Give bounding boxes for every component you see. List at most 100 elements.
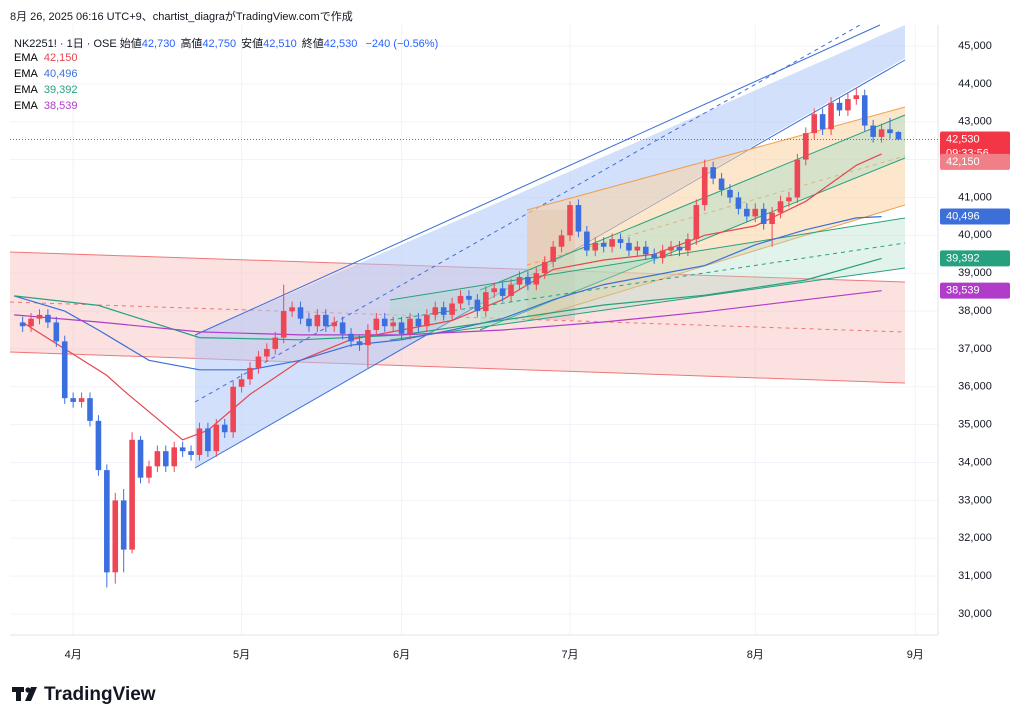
candle-body [137,439,144,478]
symbol: NK2251! · 1日 · OSE [14,38,117,50]
y-tick-label: 36,000 [958,381,992,393]
ohlc: 始値42,730 高値42,750 安値42,510 終値42,530 [120,38,363,50]
candle-body [196,428,203,455]
candle-body [331,322,338,327]
candle-body [794,159,801,198]
candle-body [230,386,236,433]
candle-body [533,273,540,285]
candle-body [575,205,582,232]
candle-body [887,129,893,134]
logo-icon [16,687,21,701]
candle-body [668,246,674,251]
candle-body [634,246,641,251]
ema-tag-label: 42,150 [946,156,980,168]
candle-body [541,261,548,274]
ohlc-label: 始値 [119,38,142,50]
candle-body [188,451,194,455]
candle-body [659,250,666,259]
candle-body [525,276,531,285]
y-tick-label: 31,000 [958,570,992,582]
candle-body [390,322,396,327]
candle-body [129,439,135,550]
y-tick-label: 33,000 [958,494,992,506]
price-tag-label: 42,530 [946,133,980,145]
candle-body [836,102,843,111]
candle-body [584,231,590,251]
candle-body [314,314,321,327]
candle-body [811,114,818,134]
candle-body [45,314,51,323]
x-tick-label: 8月 [747,649,764,661]
candle-body [112,500,119,573]
legend-row: EMA 38,539 [14,100,84,112]
candle-body [322,314,329,327]
candle-body [701,167,708,206]
candle-body [685,239,691,251]
ema-tag-label: 40,496 [946,210,980,222]
legend-value: 40,496 [43,68,78,80]
y-tick-label: 43,000 [958,116,992,128]
candle-body [609,239,615,247]
orange-mid [526,155,906,266]
plot [14,87,902,588]
ohlc-value: 42,730 [141,38,176,50]
candle-body [819,114,826,130]
y-tick-label: 44,000 [958,78,992,90]
y-tick-label: 35,000 [958,419,992,431]
candle-body [861,95,868,126]
candle-body [718,178,725,190]
candle-body [398,322,405,334]
candle-body [146,466,152,478]
candle-body [306,318,312,327]
candle-body [802,133,809,160]
ema-tag [940,250,1010,267]
candle-body [744,208,750,217]
ema-tag [940,208,1010,225]
candle-body [415,318,422,327]
symbol-line: NK2251! · 1日 · OSE 始値42,730 高値42,750 安値42,… [14,35,438,51]
x-tick-label: 7月 [561,649,578,661]
candle-body [600,242,607,247]
candle-body [70,398,76,402]
candle-body [642,246,649,255]
candle-body [895,131,902,140]
candle-body [449,303,455,315]
candle-body [373,318,380,330]
candle-body [457,295,464,304]
y-tick-label: 32,000 [958,532,992,544]
candle-body [61,341,68,399]
candle-body [95,420,102,471]
candle-body [499,288,506,296]
candle-body [550,246,556,262]
candle-body [760,208,767,224]
candle-body [255,356,262,368]
candle-body [870,125,876,137]
candle-body [19,322,26,327]
candle-body [440,307,447,315]
green-channel-2 [390,218,905,340]
red-channel-bottom [9,351,906,384]
candle-body [104,470,110,573]
candle-body [491,288,498,293]
candle-body [247,367,253,380]
candle-body [348,333,354,342]
red-channel-mid [9,301,906,333]
candle-body [828,102,834,130]
candle-body [356,341,363,346]
candle-body [280,311,287,338]
candle-body [179,447,186,452]
ema-tag [940,282,1010,299]
candle-body [272,337,279,349]
candle-body [878,129,885,137]
candle-body [845,99,851,111]
candle-body [154,451,161,467]
y-tick-label: 39,000 [958,267,992,279]
ohlc-label: 終値 [301,38,324,50]
drawings [9,24,906,469]
orange-top [526,106,906,211]
legend-row: EMA 39,392 [14,84,84,96]
candle-body [786,197,792,202]
ema-line [14,257,882,341]
legend-row: EMA 40,496 [14,68,84,80]
